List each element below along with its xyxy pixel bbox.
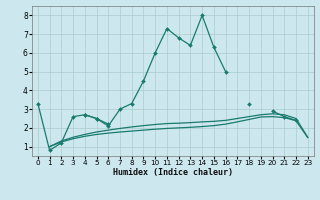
X-axis label: Humidex (Indice chaleur): Humidex (Indice chaleur) <box>113 168 233 177</box>
